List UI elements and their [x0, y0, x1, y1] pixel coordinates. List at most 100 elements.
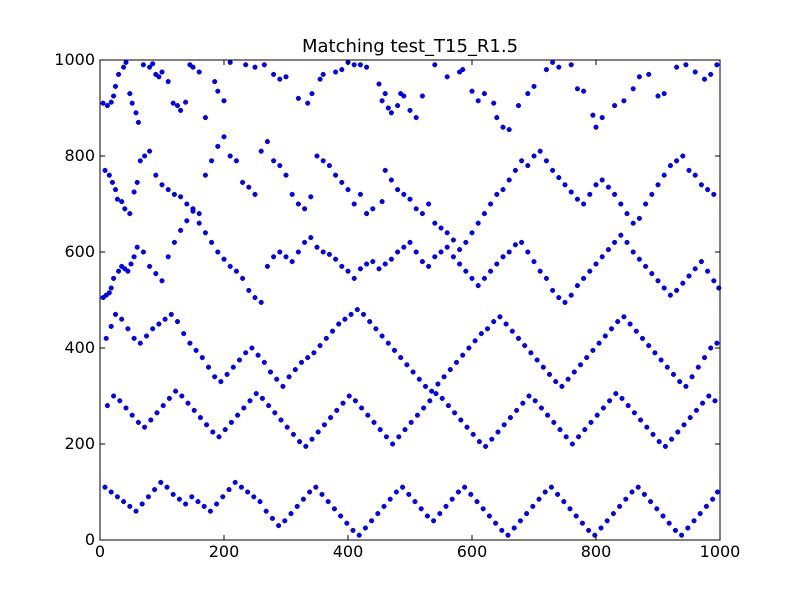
data-point: [199, 355, 205, 361]
data-point: [328, 415, 334, 421]
data-point: [522, 343, 528, 349]
data-point: [500, 124, 506, 130]
data-point: [435, 381, 441, 387]
chart-title: Matching test_T15_R1.5: [302, 36, 518, 57]
data-point: [379, 333, 385, 339]
data-point: [224, 371, 230, 377]
data-point: [675, 429, 681, 435]
data-point: [202, 172, 208, 178]
data-point: [700, 400, 706, 406]
data-point: [274, 376, 280, 382]
data-point: [660, 513, 666, 519]
data-point: [463, 268, 469, 274]
data-point: [519, 158, 525, 164]
data-point: [670, 371, 677, 377]
data-point: [102, 167, 108, 173]
data-point: [625, 403, 631, 409]
data-point: [481, 275, 487, 281]
data-point: [214, 501, 220, 507]
data-point: [221, 98, 227, 104]
data-point: [121, 64, 127, 70]
data-point: [607, 398, 613, 404]
y-tick-label: 400: [64, 338, 95, 357]
data-point: [530, 503, 536, 509]
data-point: [381, 503, 387, 509]
data-point: [317, 76, 323, 82]
data-point: [252, 191, 258, 197]
data-point: [382, 167, 388, 173]
data-point: [134, 244, 140, 250]
data-point: [630, 86, 636, 92]
data-point: [131, 254, 137, 260]
data-point: [453, 359, 460, 365]
data-point: [388, 177, 394, 183]
data-point: [404, 362, 410, 368]
data-point: [127, 211, 133, 217]
data-point: [506, 177, 512, 183]
data-point: [379, 199, 385, 205]
data-point: [630, 249, 636, 255]
data-point: [692, 266, 698, 272]
data-point: [629, 489, 635, 495]
data-point: [486, 513, 492, 519]
data-point: [370, 259, 376, 265]
data-point: [241, 405, 247, 411]
data-point: [253, 391, 259, 397]
data-point: [408, 419, 414, 425]
data-point: [313, 484, 319, 490]
data-point: [654, 506, 660, 512]
data-point: [156, 321, 162, 327]
data-point: [338, 513, 344, 519]
data-point: [512, 242, 518, 248]
data-point: [294, 503, 300, 509]
data-point: [344, 520, 350, 526]
data-point: [413, 249, 419, 255]
data-point: [348, 311, 354, 317]
data-point: [221, 134, 227, 140]
data-point: [345, 187, 351, 193]
data-point: [382, 91, 388, 97]
data-point: [385, 105, 391, 111]
data-point: [644, 424, 650, 430]
data-point: [460, 67, 466, 73]
data-point: [142, 153, 148, 159]
data-point: [154, 410, 160, 416]
data-point: [444, 74, 450, 80]
x-tick-label: 400: [333, 542, 364, 561]
data-point: [246, 184, 252, 190]
data-point: [308, 235, 314, 241]
data-point: [210, 429, 216, 435]
data-point: [314, 153, 320, 159]
data-point: [680, 153, 686, 159]
data-point: [537, 148, 543, 154]
data-point: [137, 340, 143, 346]
data-point: [495, 429, 501, 435]
data-point: [598, 525, 604, 531]
data-point: [364, 211, 370, 217]
data-point: [449, 496, 455, 502]
data-point: [666, 520, 672, 526]
data-point: [170, 100, 176, 106]
data-point: [282, 518, 288, 524]
data-point: [493, 520, 499, 526]
data-point: [357, 266, 363, 272]
data-point: [414, 412, 420, 418]
data-point: [545, 412, 551, 418]
data-point: [106, 290, 112, 296]
data-point: [258, 299, 264, 305]
data-point: [152, 487, 158, 493]
data-point: [302, 206, 308, 212]
data-point: [283, 172, 289, 178]
data-point: [512, 167, 518, 173]
data-point: [695, 364, 701, 370]
data-point: [251, 494, 257, 500]
data-point: [215, 143, 221, 149]
data-point: [278, 417, 284, 423]
data-point: [543, 158, 549, 164]
data-point: [390, 441, 396, 447]
data-point: [173, 388, 179, 394]
data-point: [581, 275, 587, 281]
data-point: [556, 64, 562, 70]
data-point: [171, 239, 177, 245]
